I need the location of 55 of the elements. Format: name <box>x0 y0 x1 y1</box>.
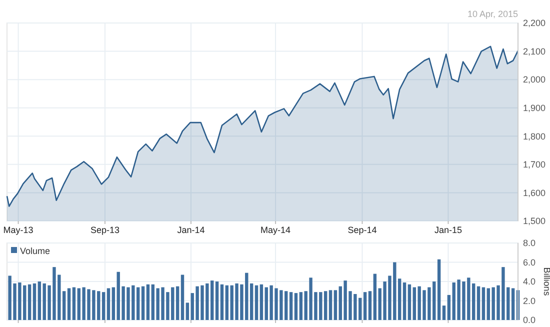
bar <box>482 287 486 320</box>
bar <box>32 283 36 320</box>
bar <box>176 286 180 320</box>
bar <box>28 284 32 320</box>
legend-label: Volume <box>20 246 50 256</box>
y-tick-label: 6.0 <box>523 257 536 268</box>
y-tick-label: 2,000 <box>523 74 546 85</box>
bar <box>511 288 515 320</box>
y-tick-label: 0.0 <box>523 315 536 326</box>
bar <box>476 286 480 320</box>
x-tick-label: May-14 <box>260 225 291 235</box>
bar <box>67 288 71 320</box>
bar <box>250 283 254 320</box>
bar <box>373 274 377 320</box>
bar <box>328 290 332 320</box>
bar <box>289 292 293 320</box>
bar <box>141 286 145 320</box>
bar <box>294 293 298 320</box>
y-tick-label: 8.0 <box>523 238 536 248</box>
y-tick-label: 2.0 <box>523 296 536 306</box>
x-tick-label: Jan-15 <box>434 225 462 235</box>
y-tick-label: 1,700 <box>523 160 546 170</box>
bar <box>442 306 446 320</box>
y-tick-label: 2,200 <box>523 18 546 28</box>
bar <box>368 291 372 320</box>
bar <box>220 284 224 320</box>
bar <box>112 287 116 320</box>
y-tick-label: 4.0 <box>523 276 536 287</box>
y-tick-label: 1,900 <box>523 103 546 114</box>
x-tick-label: Jan-14 <box>177 225 205 235</box>
x-tick-label: Sep-13 <box>90 225 120 235</box>
bar <box>437 259 441 320</box>
y-tick-label: 1,800 <box>523 131 546 142</box>
bar <box>254 285 258 320</box>
bar <box>408 284 412 320</box>
y-tick-label: 2,100 <box>523 46 546 56</box>
bar <box>72 287 76 320</box>
bar <box>102 292 106 320</box>
x-tick-label: May-13 <box>3 225 34 235</box>
bar <box>106 288 110 320</box>
bar <box>186 302 190 320</box>
bar <box>260 284 264 320</box>
bar <box>146 284 150 320</box>
bar <box>334 290 338 320</box>
bar <box>38 282 42 320</box>
bar <box>324 291 328 320</box>
text: 10 Apr, 2015 <box>467 9 518 19</box>
x-tick-label: Sep-14 <box>348 225 377 235</box>
bar <box>180 274 184 320</box>
y-tick-label: 1,500 <box>523 216 546 226</box>
bar <box>215 282 219 320</box>
bar <box>447 294 451 320</box>
bar <box>402 282 406 320</box>
y-tick-label: 1,600 <box>523 188 546 198</box>
bar <box>363 292 367 320</box>
